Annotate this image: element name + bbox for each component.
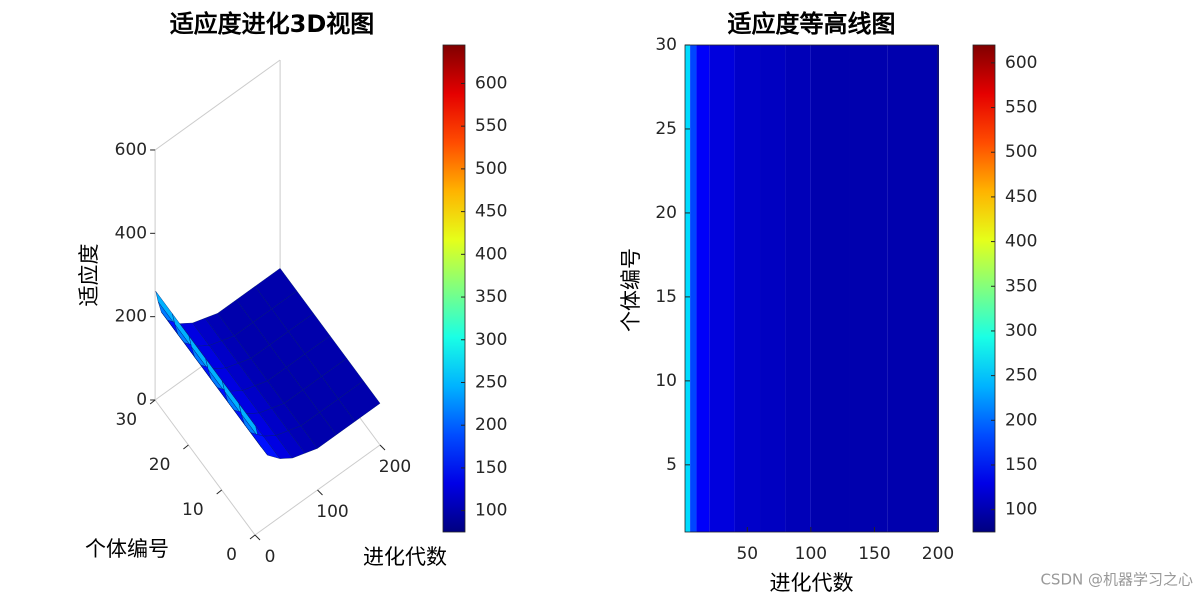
colorbar-tick-label: 350 <box>475 287 507 307</box>
colorbar-tick-label: 150 <box>475 458 507 478</box>
y-tick-label: 5 <box>666 455 677 475</box>
colorbar-tick-label: 200 <box>1005 410 1037 430</box>
watermark: CSDN @机器学习之心 <box>1040 571 1193 589</box>
y-tick-label: 20 <box>149 455 171 475</box>
heat-cell <box>685 45 691 532</box>
colorbar <box>442 44 466 533</box>
heat-cell <box>785 45 811 532</box>
z-tick-label: 200 <box>115 307 147 327</box>
x-tick-label: 200 <box>922 544 954 564</box>
y-axis-label: 个体编号 <box>85 537 169 561</box>
axes-box <box>684 44 939 533</box>
heat-cell <box>887 45 938 532</box>
y-tick-label: 20 <box>655 203 677 223</box>
x-tick <box>379 444 386 451</box>
heat-cell <box>938 45 939 532</box>
x-tick-label: 0 <box>265 547 276 567</box>
heat-cell <box>849 45 888 532</box>
colorbar-tick-label: 300 <box>1005 321 1037 341</box>
colorbar-tick-label: 100 <box>1005 500 1037 520</box>
z-tick-label: 400 <box>115 223 147 243</box>
y-tick <box>216 489 223 495</box>
heat-cell <box>760 45 786 532</box>
z-tick-label: 0 <box>136 390 147 410</box>
heat-cell <box>696 45 710 532</box>
colorbar-tick-label: 150 <box>1005 455 1037 475</box>
colorbar-tick-label: 500 <box>1005 142 1037 162</box>
colorbar-tick-label: 400 <box>475 244 507 264</box>
y-tick-label: 15 <box>655 287 677 307</box>
x-tick <box>317 489 323 496</box>
colorbar-tick-label: 200 <box>475 415 507 435</box>
colorbar-tick-label: 450 <box>1005 187 1037 207</box>
z-tick-label: 600 <box>115 140 147 160</box>
heat-cell <box>709 45 735 532</box>
x-tick-label: 150 <box>858 544 890 564</box>
colorbar <box>972 44 996 533</box>
colorbar-tick-label: 350 <box>1005 276 1037 296</box>
colorbar-tick-label: 300 <box>475 330 507 350</box>
x-tick-label: 100 <box>795 544 827 564</box>
y-axis-label: 个体编号 <box>619 248 643 332</box>
colorbar-tick-label: 400 <box>1005 232 1037 252</box>
colorbar-tick-label: 550 <box>1005 98 1037 118</box>
y-tick <box>149 399 156 405</box>
y-tick-label: 30 <box>115 410 137 430</box>
y-tick-label: 25 <box>655 119 677 139</box>
colorbar-tick-label: 250 <box>475 372 507 392</box>
heat-cell <box>690 45 697 532</box>
colorbar-tick-label: 600 <box>1005 53 1037 73</box>
heat-cell <box>810 45 850 532</box>
y-tick-label: 10 <box>655 371 677 391</box>
title: 适应度进化3D视图 <box>170 10 375 38</box>
colorbar-tick-label: 450 <box>475 202 507 222</box>
colorbar-tick-label: 500 <box>475 159 507 179</box>
x-tick <box>254 534 261 541</box>
x-tick-label: 100 <box>316 502 348 522</box>
surface-patch <box>155 291 176 325</box>
y-tick-label: 30 <box>655 35 677 55</box>
y-tick-label: 0 <box>226 545 237 565</box>
z-axis-label: 适应度 <box>77 244 101 307</box>
heat-cell <box>734 45 761 532</box>
y-tick <box>249 534 256 540</box>
colorbar-tick-label: 250 <box>1005 366 1037 386</box>
colorbar-tick-label: 100 <box>475 501 507 521</box>
y-tick <box>183 444 189 450</box>
colorbar-tick-label: 600 <box>475 73 507 93</box>
y-tick-label: 10 <box>182 500 204 520</box>
colorbar-tick-label: 550 <box>475 116 507 136</box>
x-tick-label: 50 <box>736 544 758 564</box>
x-axis-label: 进化代数 <box>770 571 854 595</box>
axis-line <box>154 59 281 151</box>
surface-patch <box>338 380 381 422</box>
axis-line <box>154 399 256 536</box>
title: 适应度等高线图 <box>728 10 896 38</box>
x-axis-label: 进化代数 <box>363 545 447 569</box>
x-tick-label: 200 <box>379 457 411 477</box>
